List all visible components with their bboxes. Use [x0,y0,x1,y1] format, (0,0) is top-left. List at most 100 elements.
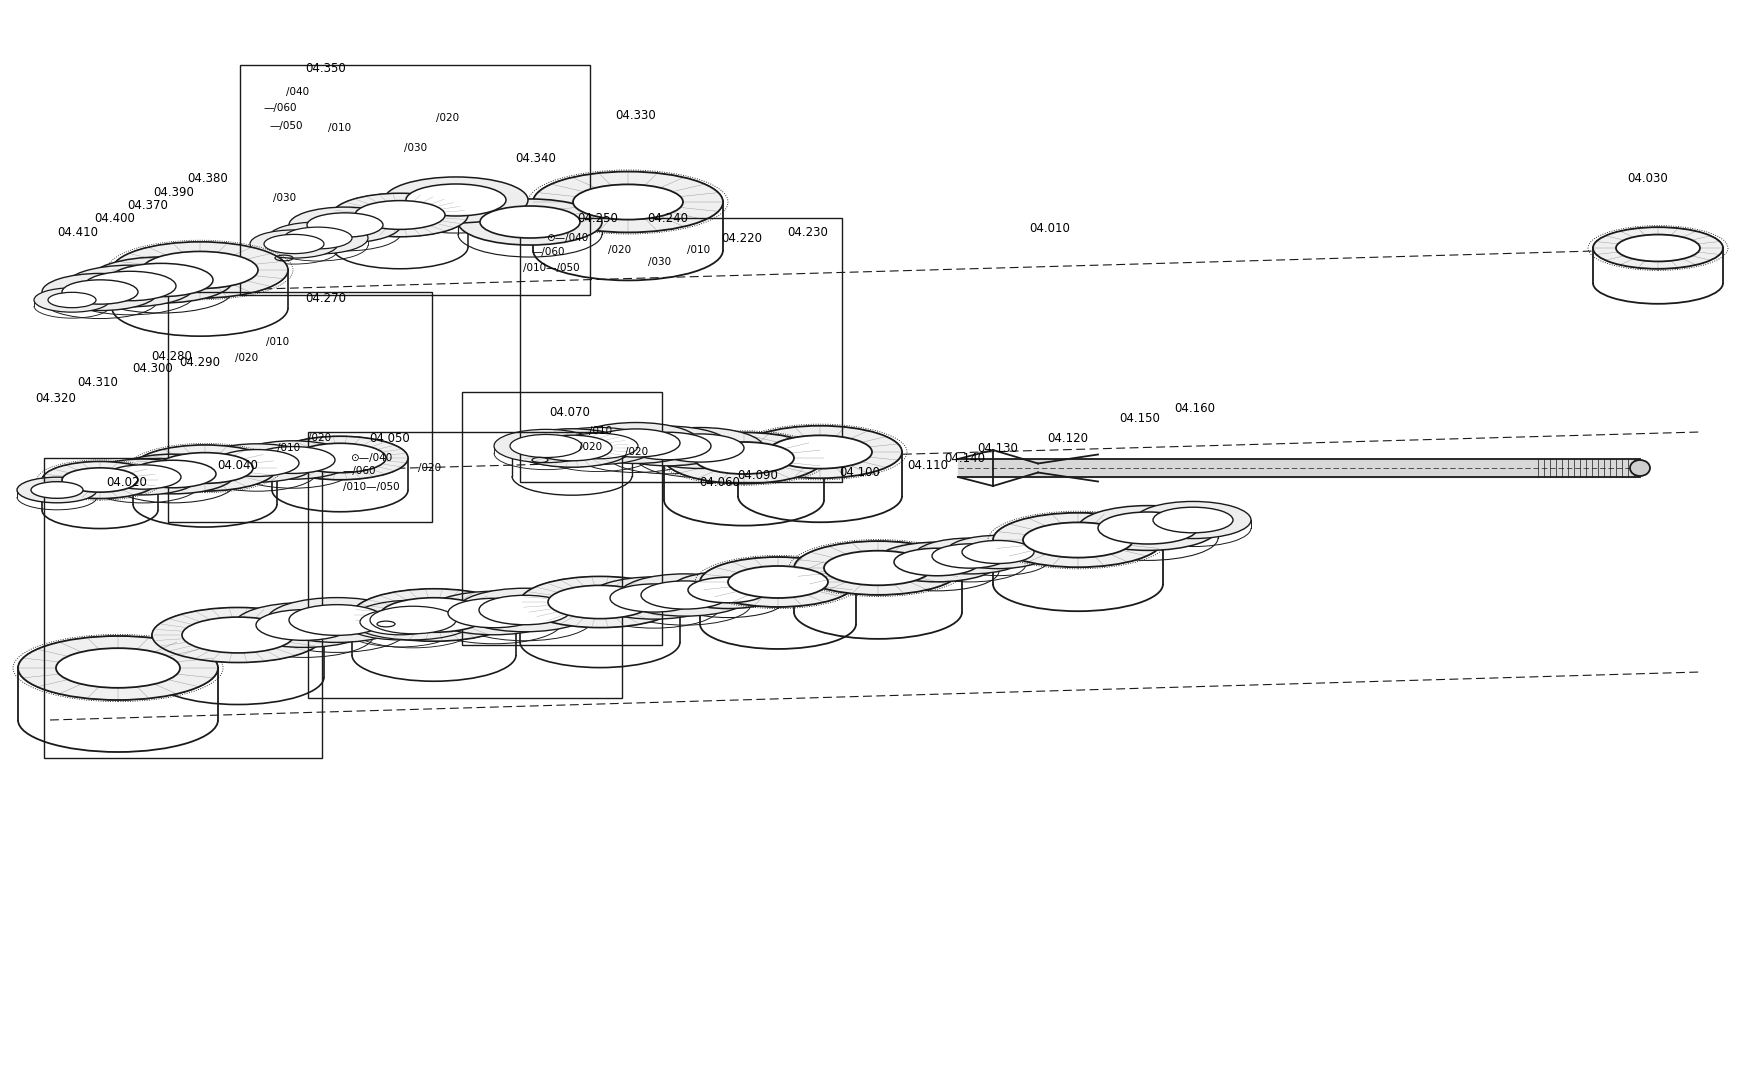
Text: 04.060: 04.060 [700,475,740,488]
Text: 04.140: 04.140 [945,451,985,464]
Ellipse shape [625,433,711,460]
Ellipse shape [352,589,516,641]
Ellipse shape [541,427,656,464]
Ellipse shape [695,443,794,474]
Ellipse shape [112,242,289,299]
Ellipse shape [294,444,387,473]
Ellipse shape [611,584,698,613]
Ellipse shape [352,589,516,641]
Ellipse shape [380,597,488,632]
Ellipse shape [215,449,299,476]
Ellipse shape [112,242,289,299]
Ellipse shape [130,460,215,487]
Ellipse shape [1629,460,1650,476]
Text: 04.100: 04.100 [840,465,880,479]
Ellipse shape [284,227,352,249]
Text: —/050: —/050 [270,121,303,131]
Ellipse shape [268,597,408,642]
Text: /020: /020 [579,443,602,452]
Ellipse shape [250,230,338,258]
Text: 04.040: 04.040 [217,459,259,472]
Ellipse shape [133,445,276,490]
Ellipse shape [894,548,980,576]
Ellipse shape [700,557,856,607]
Text: /010: /010 [590,426,612,436]
Ellipse shape [670,571,786,608]
Ellipse shape [572,423,700,463]
Text: 04.280: 04.280 [152,350,192,363]
Text: ⊙—/040: ⊙—/040 [546,233,588,243]
Ellipse shape [534,171,723,232]
Ellipse shape [142,252,257,289]
Ellipse shape [332,193,467,237]
Text: 04.350: 04.350 [306,61,347,74]
Ellipse shape [588,577,719,619]
Ellipse shape [133,445,276,490]
Ellipse shape [289,207,401,243]
Ellipse shape [198,444,317,482]
Ellipse shape [640,581,730,609]
Ellipse shape [105,464,180,489]
Ellipse shape [108,264,214,296]
Ellipse shape [152,607,324,663]
Ellipse shape [56,649,180,688]
Ellipse shape [493,429,598,462]
Ellipse shape [532,435,612,461]
Ellipse shape [480,595,570,625]
Ellipse shape [89,257,233,303]
Ellipse shape [352,601,474,640]
Ellipse shape [264,234,324,254]
Ellipse shape [18,477,96,502]
Text: /040: /040 [287,87,310,97]
Ellipse shape [234,603,374,647]
Text: 04.230: 04.230 [788,226,828,239]
Ellipse shape [688,578,768,603]
Text: /020: /020 [418,463,441,473]
Text: 04.330: 04.330 [616,109,656,121]
Ellipse shape [42,461,158,498]
Ellipse shape [61,468,138,493]
Ellipse shape [738,426,901,479]
Ellipse shape [33,288,110,312]
Ellipse shape [480,206,579,238]
Ellipse shape [448,598,541,628]
Ellipse shape [332,193,467,237]
Ellipse shape [1136,501,1251,538]
Text: 04.320: 04.320 [35,391,77,404]
Ellipse shape [306,213,383,238]
Ellipse shape [458,199,602,245]
Text: 04.070: 04.070 [550,405,590,419]
Ellipse shape [635,427,765,469]
Ellipse shape [620,573,751,616]
Ellipse shape [520,577,681,628]
Ellipse shape [992,512,1164,567]
Ellipse shape [255,609,352,640]
Ellipse shape [992,512,1164,567]
Ellipse shape [534,171,723,232]
Ellipse shape [700,557,856,607]
Text: 04.130: 04.130 [978,441,1018,455]
Ellipse shape [1592,227,1724,269]
Text: 04.090: 04.090 [737,469,779,482]
Ellipse shape [947,535,1050,569]
Ellipse shape [65,265,194,306]
Ellipse shape [728,566,828,598]
Ellipse shape [42,274,158,311]
Text: 04.270: 04.270 [306,291,347,304]
Ellipse shape [1078,506,1218,550]
Text: 04.010: 04.010 [1029,221,1071,234]
Text: —/060: —/060 [262,102,298,113]
Ellipse shape [182,617,294,653]
Ellipse shape [289,605,385,635]
Text: ⊙—/040: ⊙—/040 [350,453,392,463]
Ellipse shape [425,591,562,634]
Ellipse shape [520,577,681,628]
Ellipse shape [355,201,444,229]
Ellipse shape [345,604,457,640]
Ellipse shape [152,607,324,663]
Text: /030: /030 [273,193,296,203]
Text: 04.390: 04.390 [154,185,194,198]
Text: 04.050: 04.050 [369,432,411,445]
Text: 04.150: 04.150 [1120,412,1160,424]
Text: —/060: —/060 [343,467,376,476]
